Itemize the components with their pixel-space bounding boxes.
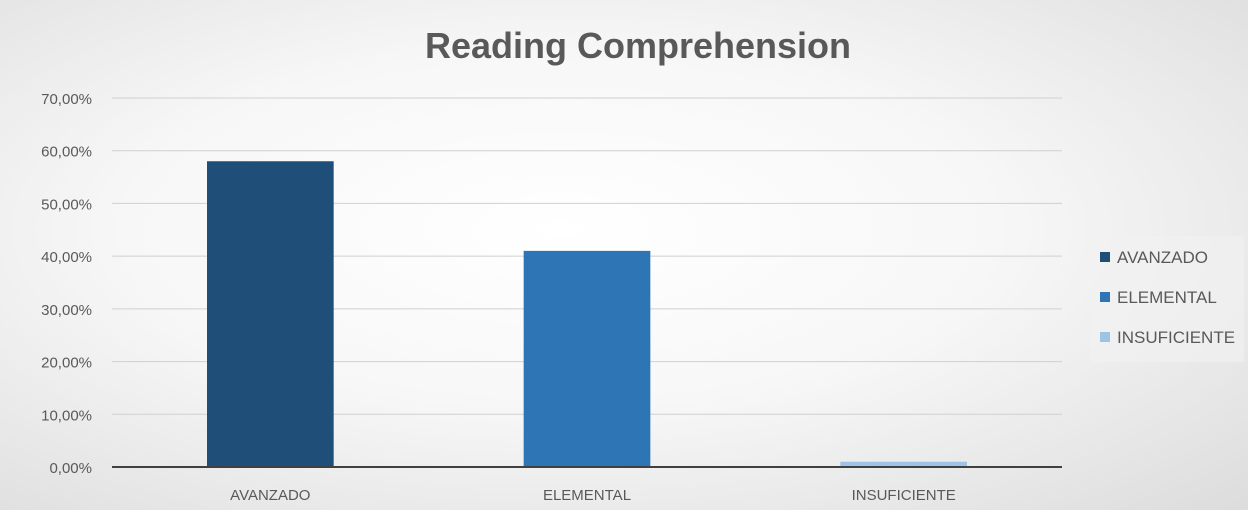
legend-entry: INSUFICIENTE (1117, 328, 1235, 347)
y-tick-label: 10,00% (41, 407, 92, 424)
y-tick-label: 60,00% (41, 144, 92, 161)
legend: AVANZADO ELEMENTAL INSUFICIENTE (1090, 236, 1244, 362)
legend-background (1090, 236, 1244, 362)
y-axis-tick-labels: 0,00% 10,00% 20,00% 30,00% 40,00% 50,00% 60,00… (41, 91, 92, 477)
chart-title: Reading Comprehension (425, 25, 851, 66)
bar-insuficiente (840, 461, 967, 467)
legend-swatch (1100, 332, 1110, 342)
x-tick-label: INSUFICIENTE (852, 487, 956, 504)
x-tick-label: ELEMENTAL (543, 487, 631, 504)
x-tick-label: AVANZADO (230, 487, 310, 504)
y-tick-label: 50,00% (41, 196, 92, 213)
y-tick-label: 40,00% (41, 249, 92, 266)
y-tick-label: 20,00% (41, 355, 92, 372)
bars (207, 161, 967, 467)
legend-entry: AVANZADO (1117, 248, 1208, 267)
y-tick-label: 70,00% (41, 91, 92, 108)
bar-avanzado (207, 161, 334, 467)
x-axis-tick-labels: AVANZADO ELEMENTAL INSUFICIENTE (230, 487, 956, 504)
bar-elemental (523, 250, 651, 467)
y-tick-label: 30,00% (41, 302, 92, 319)
legend-swatch (1100, 252, 1110, 262)
legend-entry: ELEMENTAL (1117, 288, 1217, 307)
legend-swatch (1100, 292, 1110, 302)
y-tick-label: 0,00% (49, 460, 92, 477)
